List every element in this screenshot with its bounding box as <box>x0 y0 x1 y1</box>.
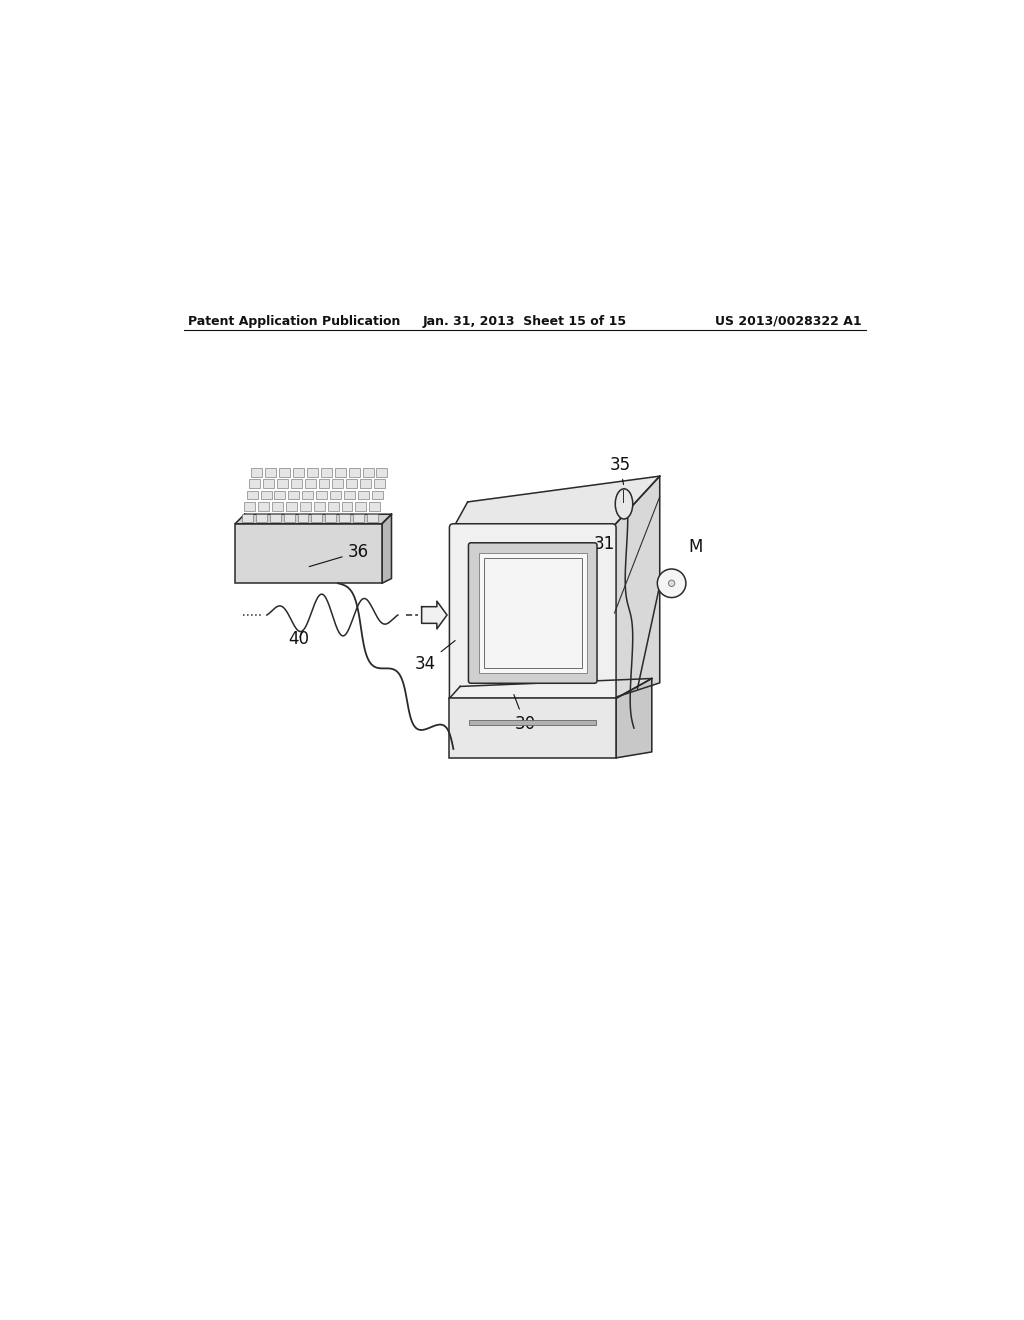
Text: Jan. 31, 2013  Sheet 15 of 15: Jan. 31, 2013 Sheet 15 of 15 <box>423 315 627 327</box>
Text: 30: 30 <box>514 694 536 733</box>
Text: US 2013/0028322 A1: US 2013/0028322 A1 <box>716 315 862 327</box>
FancyBboxPatch shape <box>242 513 253 523</box>
FancyBboxPatch shape <box>286 503 297 511</box>
FancyBboxPatch shape <box>256 513 267 523</box>
FancyBboxPatch shape <box>276 479 288 488</box>
FancyBboxPatch shape <box>344 491 355 499</box>
FancyBboxPatch shape <box>311 513 323 523</box>
Text: 40: 40 <box>288 631 309 648</box>
FancyBboxPatch shape <box>307 469 318 477</box>
FancyBboxPatch shape <box>313 503 325 511</box>
Circle shape <box>657 569 686 598</box>
FancyBboxPatch shape <box>305 479 315 488</box>
Circle shape <box>669 579 675 586</box>
FancyBboxPatch shape <box>284 513 295 523</box>
Text: M: M <box>688 537 702 556</box>
FancyBboxPatch shape <box>469 719 596 725</box>
Text: Patent Application Publication: Patent Application Publication <box>187 315 400 327</box>
FancyBboxPatch shape <box>374 479 385 488</box>
FancyBboxPatch shape <box>265 469 276 477</box>
FancyBboxPatch shape <box>353 513 364 523</box>
FancyBboxPatch shape <box>236 524 382 583</box>
FancyBboxPatch shape <box>252 469 262 477</box>
FancyBboxPatch shape <box>370 503 380 511</box>
FancyBboxPatch shape <box>289 491 299 499</box>
FancyBboxPatch shape <box>355 503 367 511</box>
FancyBboxPatch shape <box>468 543 597 684</box>
FancyBboxPatch shape <box>333 479 343 488</box>
Text: 34: 34 <box>415 640 455 673</box>
Polygon shape <box>616 678 652 758</box>
FancyBboxPatch shape <box>367 513 378 523</box>
FancyBboxPatch shape <box>346 479 357 488</box>
FancyBboxPatch shape <box>349 469 359 477</box>
FancyBboxPatch shape <box>261 491 271 499</box>
Polygon shape <box>236 515 391 524</box>
FancyBboxPatch shape <box>293 469 304 477</box>
FancyBboxPatch shape <box>326 513 336 523</box>
FancyBboxPatch shape <box>342 503 352 511</box>
FancyBboxPatch shape <box>360 479 371 488</box>
FancyBboxPatch shape <box>298 513 308 523</box>
FancyBboxPatch shape <box>316 491 327 499</box>
FancyBboxPatch shape <box>377 469 387 477</box>
Polygon shape <box>422 601 447 628</box>
FancyBboxPatch shape <box>247 491 258 499</box>
Polygon shape <box>382 515 391 583</box>
FancyBboxPatch shape <box>258 503 269 511</box>
FancyBboxPatch shape <box>274 491 286 499</box>
FancyBboxPatch shape <box>291 479 302 488</box>
FancyBboxPatch shape <box>328 503 339 511</box>
Text: 36: 36 <box>309 543 369 566</box>
Polygon shape <box>450 678 652 698</box>
Text: 35: 35 <box>609 455 631 484</box>
FancyBboxPatch shape <box>249 479 260 488</box>
Polygon shape <box>454 477 659 528</box>
FancyBboxPatch shape <box>245 503 255 511</box>
FancyBboxPatch shape <box>335 469 346 477</box>
FancyBboxPatch shape <box>357 491 369 499</box>
Polygon shape <box>612 477 659 698</box>
FancyBboxPatch shape <box>483 558 582 668</box>
FancyBboxPatch shape <box>272 503 283 511</box>
FancyBboxPatch shape <box>263 479 274 488</box>
FancyBboxPatch shape <box>450 524 616 702</box>
FancyBboxPatch shape <box>362 469 374 477</box>
FancyBboxPatch shape <box>339 513 350 523</box>
FancyBboxPatch shape <box>269 513 281 523</box>
FancyBboxPatch shape <box>450 698 616 758</box>
FancyBboxPatch shape <box>280 469 290 477</box>
FancyBboxPatch shape <box>330 491 341 499</box>
Text: Fig.15: Fig.15 <box>240 528 337 556</box>
Text: 31: 31 <box>586 535 614 570</box>
FancyBboxPatch shape <box>372 491 383 499</box>
FancyBboxPatch shape <box>318 479 330 488</box>
FancyBboxPatch shape <box>300 503 311 511</box>
FancyBboxPatch shape <box>302 491 313 499</box>
FancyBboxPatch shape <box>321 469 332 477</box>
Ellipse shape <box>615 488 633 519</box>
FancyBboxPatch shape <box>479 553 587 673</box>
